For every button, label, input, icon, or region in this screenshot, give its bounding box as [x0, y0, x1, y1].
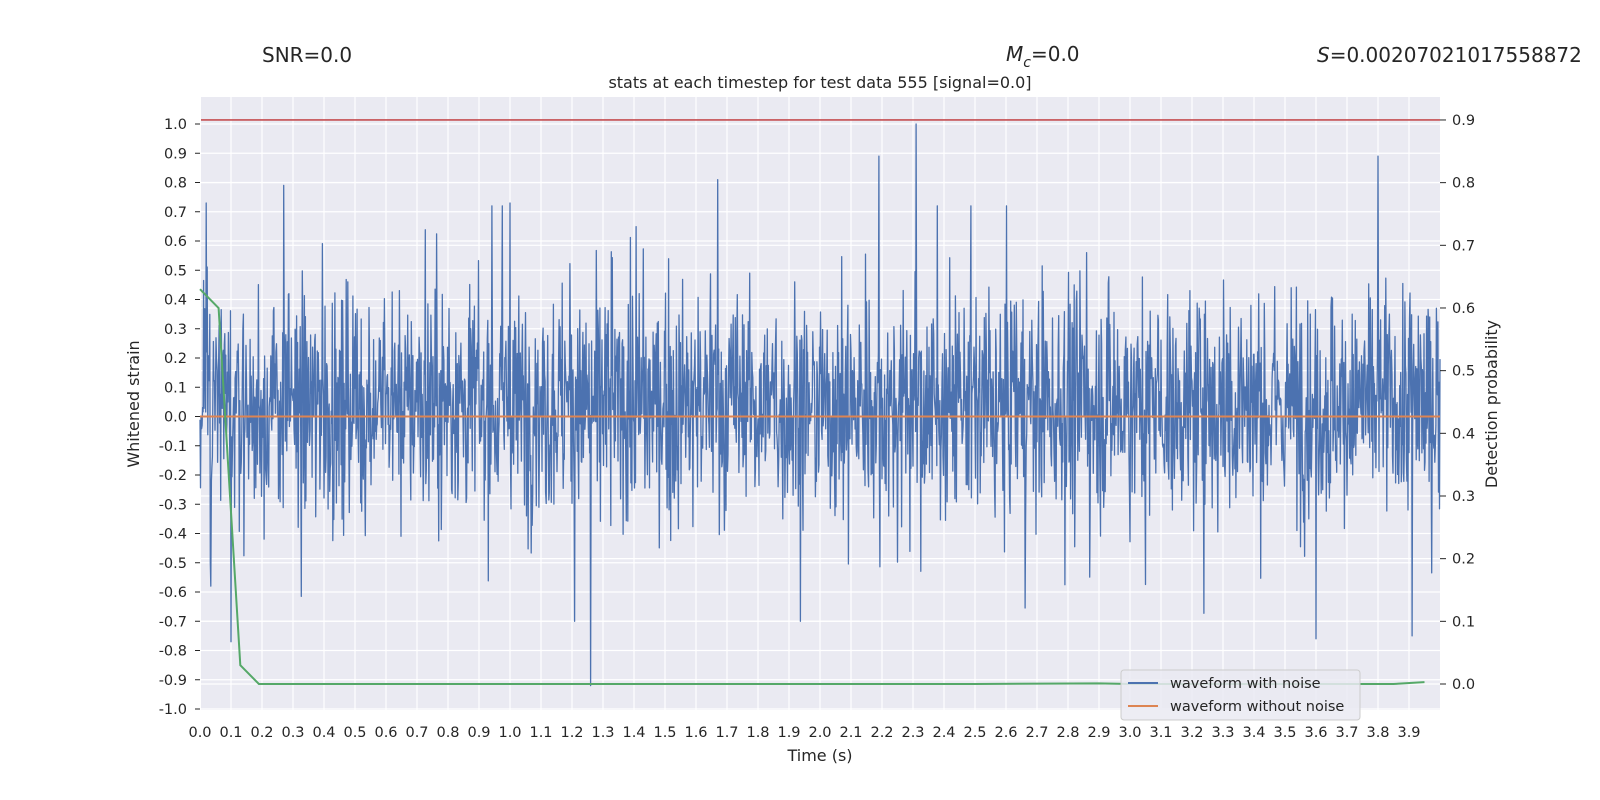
- y2-tick-label: 0.5: [1452, 364, 1475, 380]
- y-tick-label: 0.9: [164, 146, 187, 162]
- x-tick-label: 0.0: [188, 725, 211, 741]
- y-tick-label: -0.2: [159, 468, 187, 484]
- x-tick-label: 3.1: [1149, 725, 1172, 741]
- y-tick-label: 1.0: [164, 117, 187, 133]
- x-tick-label: 1.7: [715, 725, 738, 741]
- x-tick-label: 2.2: [870, 725, 893, 741]
- x-tick-label: 2.9: [1087, 725, 1110, 741]
- y-tick-label: 0.8: [164, 176, 187, 192]
- y-tick-label: 0.6: [164, 234, 187, 250]
- x-tick-label: 3.7: [1335, 725, 1358, 741]
- y2-tick-label: 0.1: [1452, 614, 1475, 630]
- x-tick-label: 3.6: [1304, 725, 1327, 741]
- y-tick-label: -0.9: [159, 673, 187, 689]
- series-waveform-with-noise: [199, 123, 1441, 687]
- x-tick-label: 2.5: [963, 725, 986, 741]
- x-tick-label: 2.8: [1056, 725, 1079, 741]
- s-symbol: S: [1317, 43, 1330, 67]
- y2-axis-label: Detection probability: [1482, 320, 1501, 488]
- x-tick-label: 0.2: [250, 725, 273, 741]
- y-tick-label: 0.2: [164, 351, 187, 367]
- y2-tick-label: 0.8: [1452, 176, 1475, 192]
- x-tick-label: 1.2: [560, 725, 583, 741]
- y2-tick-label: 0.2: [1452, 552, 1475, 568]
- x-tick-label: 3.3: [1211, 725, 1234, 741]
- s-label: S=0.00207021017558872: [1317, 43, 1582, 67]
- y-tick-label: -0.5: [159, 556, 187, 572]
- x-tick-label: 0.5: [343, 725, 366, 741]
- mc-label: Mc=0.0: [1006, 42, 1080, 71]
- y-tick-label: -0.7: [159, 614, 187, 630]
- mc-subscript: c: [1023, 55, 1031, 71]
- y-tick-label: -0.6: [159, 585, 187, 601]
- x-tick-label: 3.5: [1273, 725, 1296, 741]
- y-tick-label: -0.3: [159, 497, 187, 513]
- x-tick-label: 3.4: [1242, 725, 1265, 741]
- y2-tick-label: 0.3: [1452, 489, 1475, 505]
- x-tick-label: 3.9: [1397, 725, 1420, 741]
- x-tick-label: 1.8: [746, 725, 769, 741]
- y2-tick-label: 0.7: [1452, 238, 1475, 254]
- tick-layer: 0.0 0.1 0.2 0.3 0.4 0.5 0.6 0.7 0.8 0.9 1.0 1.1 1.2 1…: [159, 113, 1475, 741]
- x-tick-label: 2.1: [839, 725, 862, 741]
- y-tick-label: 0.4: [164, 293, 187, 309]
- mc-symbol: M: [1006, 42, 1023, 66]
- x-tick-label: 2.0: [808, 725, 831, 741]
- x-tick-label: 0.1: [219, 725, 242, 741]
- y-tick-label: 0.3: [164, 322, 187, 338]
- x-tick-label: 2.6: [994, 725, 1017, 741]
- x-tick-label: 2.3: [901, 725, 924, 741]
- y-tick-label: -0.8: [159, 644, 187, 660]
- x-tick-label: 0.7: [405, 725, 428, 741]
- y-tick-label: 0.1: [164, 380, 187, 396]
- x-tick-label: 3.0: [1118, 725, 1141, 741]
- legend-label-noise: waveform with noise: [1170, 676, 1321, 692]
- legend: waveform with noise waveform without noi…: [1120, 669, 1361, 721]
- y-tick-label: -1.0: [159, 702, 187, 718]
- x-tick-label: 2.4: [932, 725, 955, 741]
- legend-label-clean: waveform without noise: [1170, 699, 1344, 715]
- x-tick-label: 0.3: [281, 725, 304, 741]
- chart-title: stats at each timestep for test data 555…: [608, 73, 1031, 92]
- x-tick-label: 1.3: [591, 725, 614, 741]
- s-value: =0.00207021017558872: [1330, 43, 1582, 67]
- x-tick-label: 3.2: [1180, 725, 1203, 741]
- x-tick-label: 0.9: [467, 725, 490, 741]
- y-tick-label: 0.0: [164, 410, 187, 426]
- x-tick-label: 1.4: [622, 725, 645, 741]
- x-tick-label: 2.7: [1025, 725, 1048, 741]
- mc-value: =0.0: [1031, 42, 1080, 66]
- x-tick-label: 1.5: [653, 725, 676, 741]
- legend-box: [1120, 669, 1361, 721]
- y-tick-label: -0.1: [159, 439, 187, 455]
- x-tick-label: 1.9: [777, 725, 800, 741]
- x-tick-label: 0.6: [374, 725, 397, 741]
- x-tick-label: 0.8: [436, 725, 459, 741]
- x-tick-label: 0.4: [312, 725, 335, 741]
- y2-tick-label: 0.9: [1452, 113, 1475, 129]
- x-tick-label: 1.6: [684, 725, 707, 741]
- y2-tick-label: 0.4: [1452, 426, 1475, 442]
- x-tick-label: 1.0: [498, 725, 521, 741]
- snr-label: SNR=0.0: [262, 43, 352, 67]
- y2-tick-label: 0.6: [1452, 301, 1475, 317]
- x-tick-label: 1.1: [529, 725, 552, 741]
- y-tick-label: 0.5: [164, 263, 187, 279]
- x-axis-label: Time (s): [786, 746, 852, 765]
- x-tick-label: 3.8: [1366, 725, 1389, 741]
- y-axis-label: Whitened strain: [124, 340, 143, 467]
- y-tick-label: -0.4: [159, 527, 187, 543]
- y2-tick-label: 0.0: [1452, 677, 1475, 693]
- y-tick-label: 0.7: [164, 205, 187, 221]
